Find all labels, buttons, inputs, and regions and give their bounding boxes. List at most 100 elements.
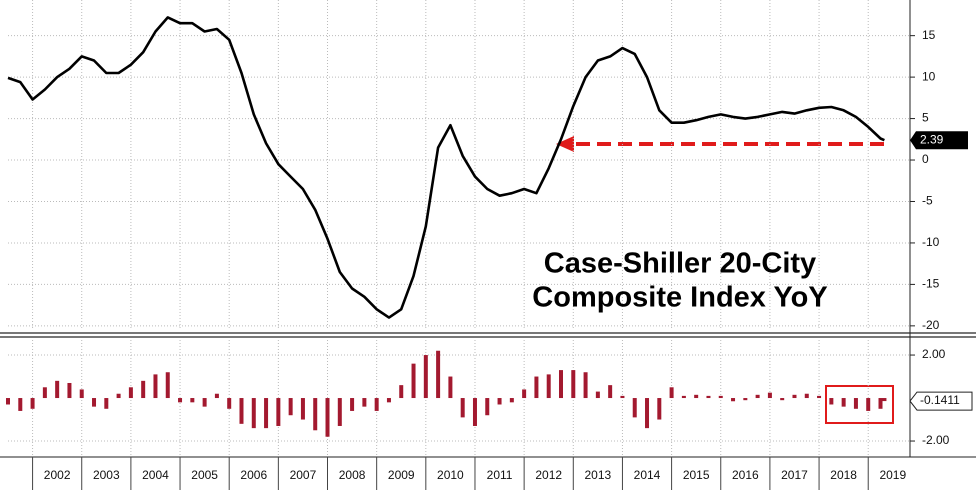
bar	[153, 374, 158, 399]
bar	[325, 398, 330, 437]
bar	[694, 394, 699, 399]
bar	[350, 398, 355, 411]
bar	[718, 395, 723, 399]
last-value-label: 2.39	[920, 132, 944, 146]
bar	[251, 398, 256, 429]
bar	[42, 387, 47, 399]
bar	[620, 395, 625, 399]
x-tick-label: 2007	[290, 468, 317, 482]
bar	[731, 398, 736, 402]
bar	[92, 398, 97, 407]
bar	[436, 350, 441, 399]
bar	[337, 398, 342, 426]
bar	[853, 398, 858, 409]
bar	[313, 398, 318, 431]
bar	[841, 398, 846, 407]
annotation: Composite Index YoY	[532, 282, 827, 314]
bar	[178, 398, 183, 403]
bar	[792, 394, 797, 399]
x-tick-label: 2019	[879, 468, 906, 482]
x-tick-label: 2004	[142, 468, 169, 482]
bar	[571, 370, 576, 399]
panel: 15 10 5 0 -5 -10 -15 -20 2.39	[7, 0, 968, 332]
bar	[878, 398, 883, 409]
bar	[264, 398, 269, 429]
bar	[509, 398, 514, 403]
x-tick-label: 2017	[781, 468, 808, 482]
bar	[67, 382, 72, 399]
bar	[681, 395, 686, 399]
bar	[497, 398, 502, 405]
bar	[534, 376, 539, 399]
y-tick-label: -20	[922, 318, 940, 332]
bar	[448, 376, 453, 399]
x-tick-label: 2011	[487, 468, 513, 482]
bar	[485, 398, 490, 416]
x-tick-label: 2015	[683, 468, 710, 482]
bar	[202, 398, 207, 407]
x-tick-label: 2008	[339, 468, 366, 482]
bar	[645, 398, 650, 429]
bar	[79, 389, 84, 399]
line	[7, 16, 885, 319]
bar	[669, 387, 674, 399]
bar	[632, 398, 637, 418]
y-tick-label: 15	[922, 28, 936, 42]
panel: 2002 2003 2004 2005 2006 2007 2008 2009 2010 2011…	[6, 340, 973, 490]
bar	[546, 374, 551, 399]
bar	[608, 385, 613, 399]
bar	[165, 372, 170, 399]
bar	[522, 389, 527, 399]
y-tick-label: 10	[922, 69, 936, 83]
bar	[780, 398, 785, 401]
bar	[104, 398, 109, 409]
x-tick-label: 2014	[634, 468, 661, 482]
bar	[399, 385, 404, 399]
bar	[300, 398, 305, 420]
bar	[755, 394, 760, 399]
x-tick-label: 2005	[191, 468, 218, 482]
y-tick-label: -15	[922, 277, 940, 291]
bar	[829, 398, 834, 405]
y-tick-label: 5	[922, 111, 929, 125]
x-tick-label: 2016	[732, 468, 759, 482]
y-tick-label: 2.00	[922, 347, 946, 361]
x-tick-label: 2018	[830, 468, 857, 482]
bar	[288, 398, 293, 416]
y-tick-label: 0	[922, 152, 929, 166]
bar	[558, 370, 563, 399]
bar	[657, 398, 662, 420]
bar	[55, 380, 60, 399]
value-badge	[910, 131, 968, 150]
y-tick-label: -2.00	[922, 433, 950, 447]
bar	[276, 398, 281, 426]
bar	[18, 398, 23, 411]
bar	[239, 398, 244, 424]
x-tick-label: 2013	[585, 468, 612, 482]
bar	[6, 398, 10, 405]
bar	[817, 395, 822, 399]
x-tick-label: 2002	[44, 468, 71, 482]
annotation: Case-Shiller 20-City	[544, 248, 816, 280]
bar	[583, 372, 588, 399]
bar	[30, 398, 35, 409]
value-badge	[909, 391, 973, 411]
bar	[472, 398, 477, 426]
bar	[128, 387, 133, 399]
bar	[767, 392, 772, 399]
bar	[706, 395, 711, 399]
last-value-label: -0.1411	[920, 393, 960, 407]
bar	[227, 398, 232, 409]
x-tick-label: 2009	[388, 468, 415, 482]
x-tick-label: 2012	[535, 468, 562, 482]
bar	[116, 393, 121, 399]
bar	[882, 398, 887, 402]
bar	[743, 398, 748, 401]
bar	[190, 398, 195, 403]
bar	[386, 398, 391, 403]
bar	[411, 363, 416, 399]
bar	[374, 398, 379, 411]
bar	[866, 398, 871, 411]
